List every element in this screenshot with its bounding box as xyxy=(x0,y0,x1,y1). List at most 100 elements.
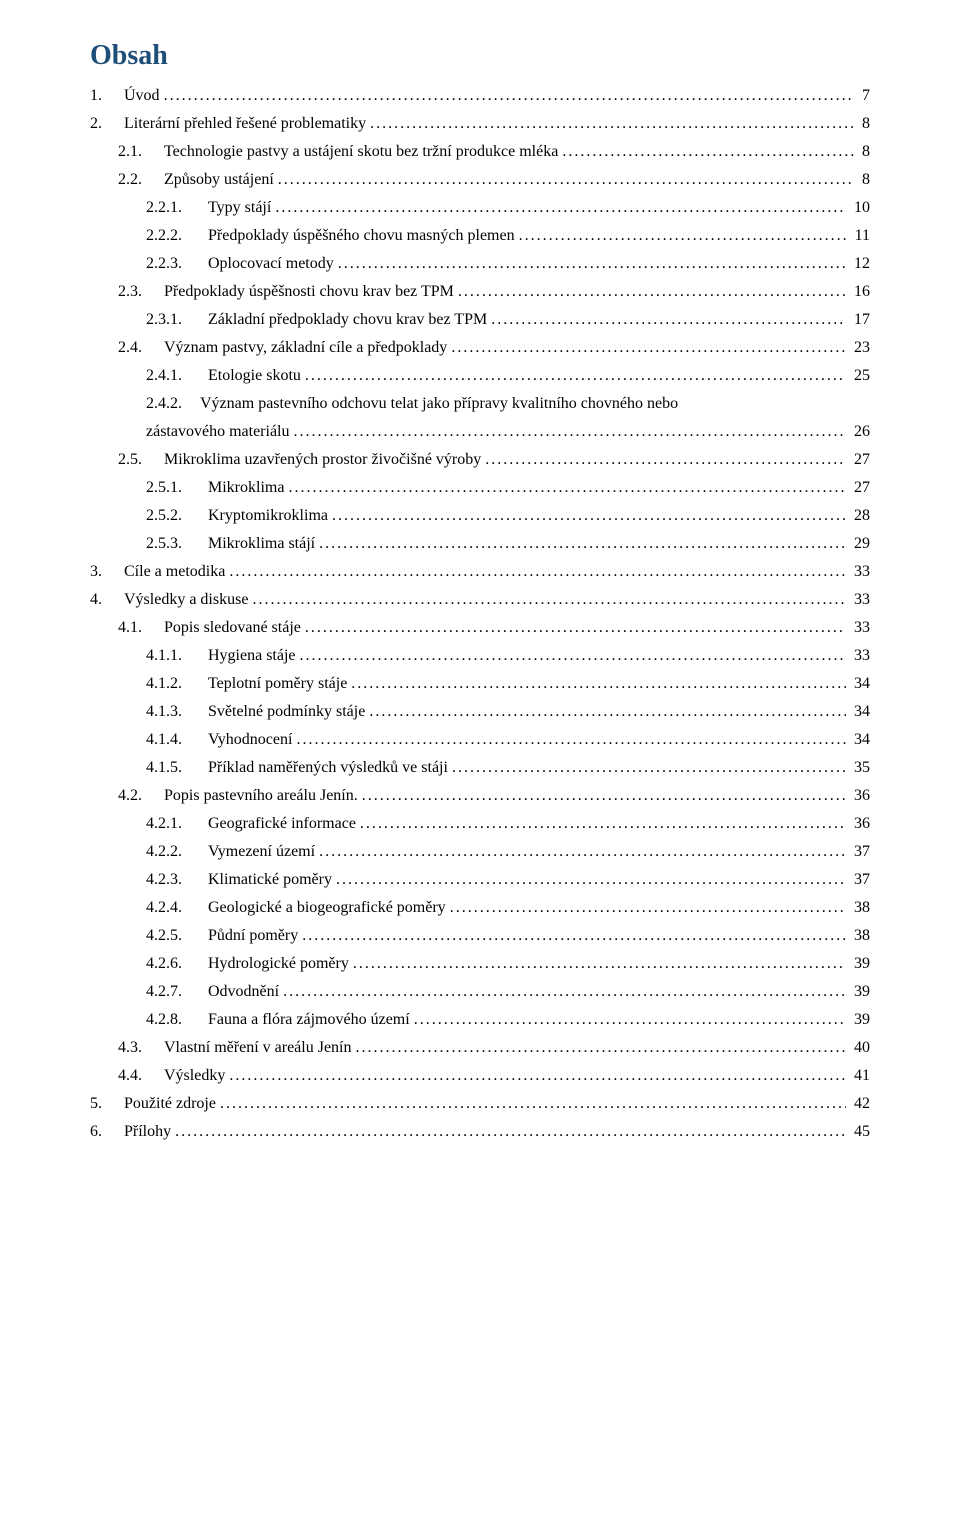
toc-entry[interactable]: 4.1.2. Teplotní poměry stáje 34 xyxy=(90,670,870,698)
toc-entry-number: 2.3.1. xyxy=(146,306,188,334)
toc-leader-dots xyxy=(338,250,846,278)
toc-entry-page: 29 xyxy=(850,530,870,558)
toc-entry[interactable]: 2.4.2. Význam pastevního odchovu telat j… xyxy=(90,390,870,418)
toc-entry[interactable]: 1. Úvod 7 xyxy=(90,82,870,110)
toc-entry-label: Mikroklima stájí xyxy=(188,530,315,558)
toc-entry[interactable]: 2.1. Technologie pastvy a ustájení skotu… xyxy=(90,138,870,166)
toc-entry[interactable]: 4.4. Výsledky 41 xyxy=(90,1062,870,1090)
toc-entry[interactable]: 2.2.2. Předpoklady úspěšného chovu masný… xyxy=(90,222,870,250)
toc-entry-label: Hydrologické poměry xyxy=(188,950,349,978)
toc-entry-label: Předpoklady úspěšnosti chovu krav bez TP… xyxy=(148,278,454,306)
toc-entry-page: 34 xyxy=(850,726,870,754)
toc-entry[interactable]: 3. Cíle a metodika 33 xyxy=(90,558,870,586)
toc-container: 1. Úvod 72. Literární přehled řešené pro… xyxy=(90,82,870,1146)
toc-entry[interactable]: 2.4.1. Etologie skotu 25 xyxy=(90,362,870,390)
toc-entry[interactable]: 2.2.1. Typy stájí 10 xyxy=(90,194,870,222)
toc-entry-label: Výsledky xyxy=(148,1062,225,1090)
toc-entry[interactable]: 4.2.1. Geografické informace 36 xyxy=(90,810,870,838)
toc-entry-label: Typy stájí xyxy=(188,194,271,222)
toc-entry-page: 33 xyxy=(850,614,870,642)
toc-entry[interactable]: 4.1.3. Světelné podmínky stáje 34 xyxy=(90,698,870,726)
toc-entry-label: Technologie pastvy a ustájení skotu bez … xyxy=(148,138,558,166)
toc-entry-label: Teplotní poměry stáje xyxy=(188,670,347,698)
toc-entry-page: 38 xyxy=(850,922,870,950)
toc-entry-label: Etologie skotu xyxy=(188,362,301,390)
toc-entry-page: 8 xyxy=(858,110,870,138)
toc-leader-dots xyxy=(229,558,846,586)
toc-leader-dots xyxy=(294,418,847,446)
toc-entry[interactable]: 4.1.4. Vyhodnocení 34 xyxy=(90,726,870,754)
toc-entry-label: Význam pastvy, základní cíle a předpokla… xyxy=(148,334,447,362)
toc-entry-page: 38 xyxy=(850,894,870,922)
toc-entry-label: Vymezení území xyxy=(188,838,315,866)
toc-leader-dots xyxy=(451,334,846,362)
toc-entry[interactable]: 4.2.2. Vymezení území 37 xyxy=(90,838,870,866)
toc-entry-label: Hygiena stáje xyxy=(188,642,296,670)
toc-entry[interactable]: 4.2.8. Fauna a flóra zájmového území 39 xyxy=(90,1006,870,1034)
toc-entry-label: Půdní poměry xyxy=(188,922,298,950)
toc-entry-label: Geologické a biogeografické poměry xyxy=(188,894,446,922)
toc-entry[interactable]: 2.5.2. Kryptomikroklima 28 xyxy=(90,502,870,530)
toc-entry[interactable]: 4.2.4. Geologické a biogeografické poměr… xyxy=(90,894,870,922)
toc-entry[interactable]: 2.3. Předpoklady úspěšnosti chovu krav b… xyxy=(90,278,870,306)
toc-entry-number: 2.5.1. xyxy=(146,474,188,502)
toc-entry-label: Kryptomikroklima xyxy=(188,502,328,530)
toc-entry[interactable]: 4.2.5. Půdní poměry 38 xyxy=(90,922,870,950)
toc-entry[interactable]: 2.5.1. Mikroklima 27 xyxy=(90,474,870,502)
toc-entry-page: 16 xyxy=(850,278,870,306)
toc-entry[interactable]: 4.3. Vlastní měření v areálu Jenín 40 xyxy=(90,1034,870,1062)
toc-entry-label: Fauna a flóra zájmového území xyxy=(188,1006,410,1034)
toc-entry-page: 8 xyxy=(858,138,870,166)
toc-entry[interactable]: 4.2.6. Hydrologické poměry 39 xyxy=(90,950,870,978)
toc-entry[interactable]: 6. Přílohy 45 xyxy=(90,1118,870,1146)
toc-entry[interactable]: 4.2.3. Klimatické poměry 37 xyxy=(90,866,870,894)
toc-entry[interactable]: 2.2. Způsoby ustájení 8 xyxy=(90,166,870,194)
toc-entry-number: 4.2.6. xyxy=(146,950,188,978)
toc-leader-dots xyxy=(220,1090,846,1118)
toc-entry-label: Použité zdroje xyxy=(108,1090,216,1118)
toc-entry[interactable]: 2.2.3. Oplocovací metody 12 xyxy=(90,250,870,278)
toc-entry-label: Geografické informace xyxy=(188,810,356,838)
toc-entry-number: 6. xyxy=(90,1118,108,1146)
toc-leader-dots xyxy=(300,642,846,670)
toc-entry-number: 4.1.4. xyxy=(146,726,188,754)
toc-entry-page: 25 xyxy=(850,362,870,390)
toc-entry-continuation[interactable]: zástavového materiálu 26 xyxy=(90,418,870,446)
toc-leader-dots xyxy=(319,530,846,558)
toc-entry[interactable]: 2.5. Mikroklima uzavřených prostor živoč… xyxy=(90,446,870,474)
toc-entry-page: 45 xyxy=(850,1118,870,1146)
toc-entry-number: 4.2.3. xyxy=(146,866,188,894)
toc-entry[interactable]: 4. Výsledky a diskuse 33 xyxy=(90,586,870,614)
toc-entry[interactable]: 2.4. Význam pastvy, základní cíle a před… xyxy=(90,334,870,362)
toc-leader-dots xyxy=(252,586,846,614)
toc-entry-number: 1. xyxy=(90,82,108,110)
toc-entry-number: 2.4. xyxy=(118,334,148,362)
toc-entry[interactable]: 4.1.5. Příklad naměřených výsledků ve st… xyxy=(90,754,870,782)
toc-leader-dots xyxy=(283,978,846,1006)
toc-leader-dots xyxy=(305,614,846,642)
toc-entry[interactable]: 2. Literární přehled řešené problematiky… xyxy=(90,110,870,138)
toc-entry-page: 35 xyxy=(850,754,870,782)
toc-entry[interactable]: 4.1.1. Hygiena stáje 33 xyxy=(90,642,870,670)
toc-entry-page: 27 xyxy=(850,474,870,502)
toc-entry-page: 39 xyxy=(850,978,870,1006)
toc-entry[interactable]: 5. Použité zdroje 42 xyxy=(90,1090,870,1118)
toc-leader-dots xyxy=(336,866,846,894)
toc-entry-label: Mikroklima xyxy=(188,474,284,502)
toc-entry-label: Vyhodnocení xyxy=(188,726,292,754)
toc-leader-dots xyxy=(491,306,846,334)
toc-leader-dots xyxy=(319,838,846,866)
toc-entry-number: 5. xyxy=(90,1090,108,1118)
toc-leader-dots xyxy=(296,726,846,754)
toc-entry-number: 4.1.2. xyxy=(146,670,188,698)
toc-entry-number: 4.2.7. xyxy=(146,978,188,1006)
toc-leader-dots xyxy=(485,446,846,474)
toc-entry[interactable]: 4.2. Popis pastevního areálu Jenín. 36 xyxy=(90,782,870,810)
toc-leader-dots xyxy=(332,502,846,530)
toc-entry[interactable]: 2.5.3. Mikroklima stájí 29 xyxy=(90,530,870,558)
toc-entry[interactable]: 4.1. Popis sledované stáje 33 xyxy=(90,614,870,642)
toc-entry-label: Základní předpoklady chovu krav bez TPM xyxy=(188,306,487,334)
toc-entry-page: 8 xyxy=(858,166,870,194)
toc-entry[interactable]: 2.3.1. Základní předpoklady chovu krav b… xyxy=(90,306,870,334)
toc-entry[interactable]: 4.2.7. Odvodnění 39 xyxy=(90,978,870,1006)
